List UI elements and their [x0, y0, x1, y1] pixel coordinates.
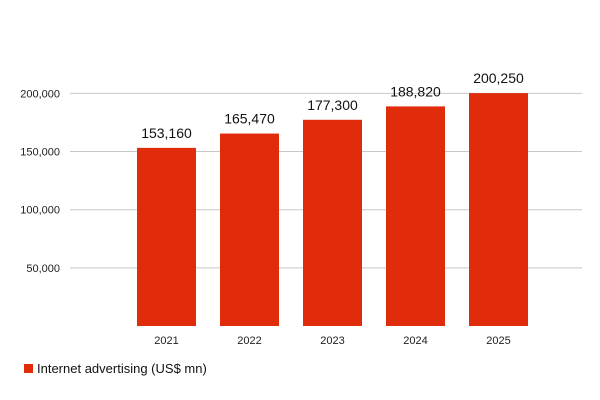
x-tick-label: 2022 [237, 335, 261, 347]
legend-label: Internet advertising (US$ mn) [37, 361, 207, 376]
data-label: 165,470 [224, 111, 275, 127]
x-tick-label: 2024 [403, 335, 427, 347]
x-tick-label: 2025 [486, 335, 510, 347]
y-tick-label: 100,000 [20, 205, 60, 217]
x-tick-label: 2023 [320, 335, 344, 347]
data-label: 200,250 [473, 70, 524, 86]
x-axis-tick-labels: 2021 2022 2023 2024 2025 [154, 335, 510, 347]
data-labels: 153,160 165,470 177,300 188,820 200,250 [141, 70, 524, 141]
legend: Internet advertising (US$ mn) [24, 361, 207, 376]
y-axis-tick-labels: 50,000 100,000 150,000 200,000 [20, 88, 60, 274]
bars [137, 93, 528, 326]
bar [220, 133, 279, 326]
y-tick-label: 50,000 [26, 263, 60, 275]
bar [303, 119, 362, 326]
bar [137, 147, 196, 326]
data-label: 153,160 [141, 125, 192, 141]
data-label: 177,300 [307, 97, 358, 113]
legend-swatch [24, 364, 33, 373]
bar [469, 93, 528, 326]
bar [386, 106, 445, 326]
x-tick-label: 2021 [154, 335, 178, 347]
data-label: 188,820 [390, 83, 441, 99]
y-tick-label: 150,000 [20, 147, 60, 159]
y-tick-label: 200,000 [20, 88, 60, 100]
